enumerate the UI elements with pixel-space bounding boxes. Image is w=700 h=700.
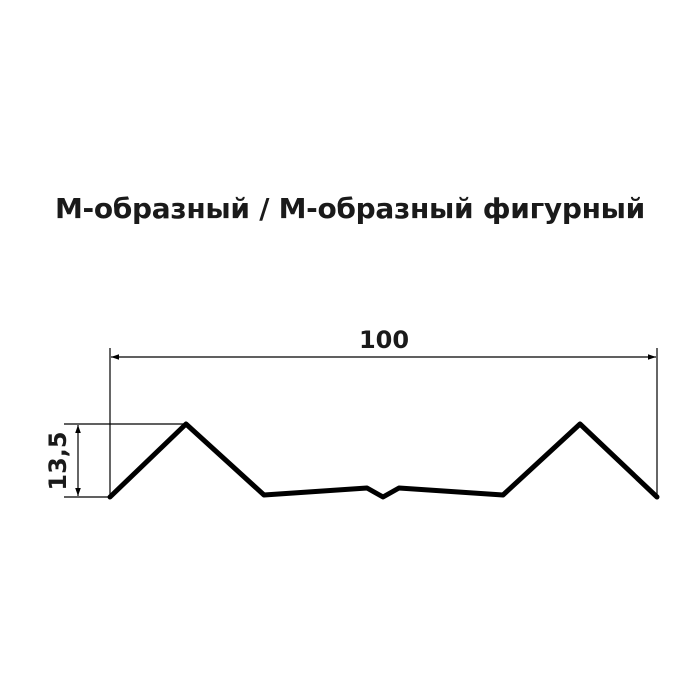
height-label: 13,5 xyxy=(44,431,72,490)
m-profile-outline xyxy=(107,421,660,500)
diagram-title: М-образный / М-образный фигурный xyxy=(54,192,645,225)
width-label: 100 xyxy=(359,326,409,354)
